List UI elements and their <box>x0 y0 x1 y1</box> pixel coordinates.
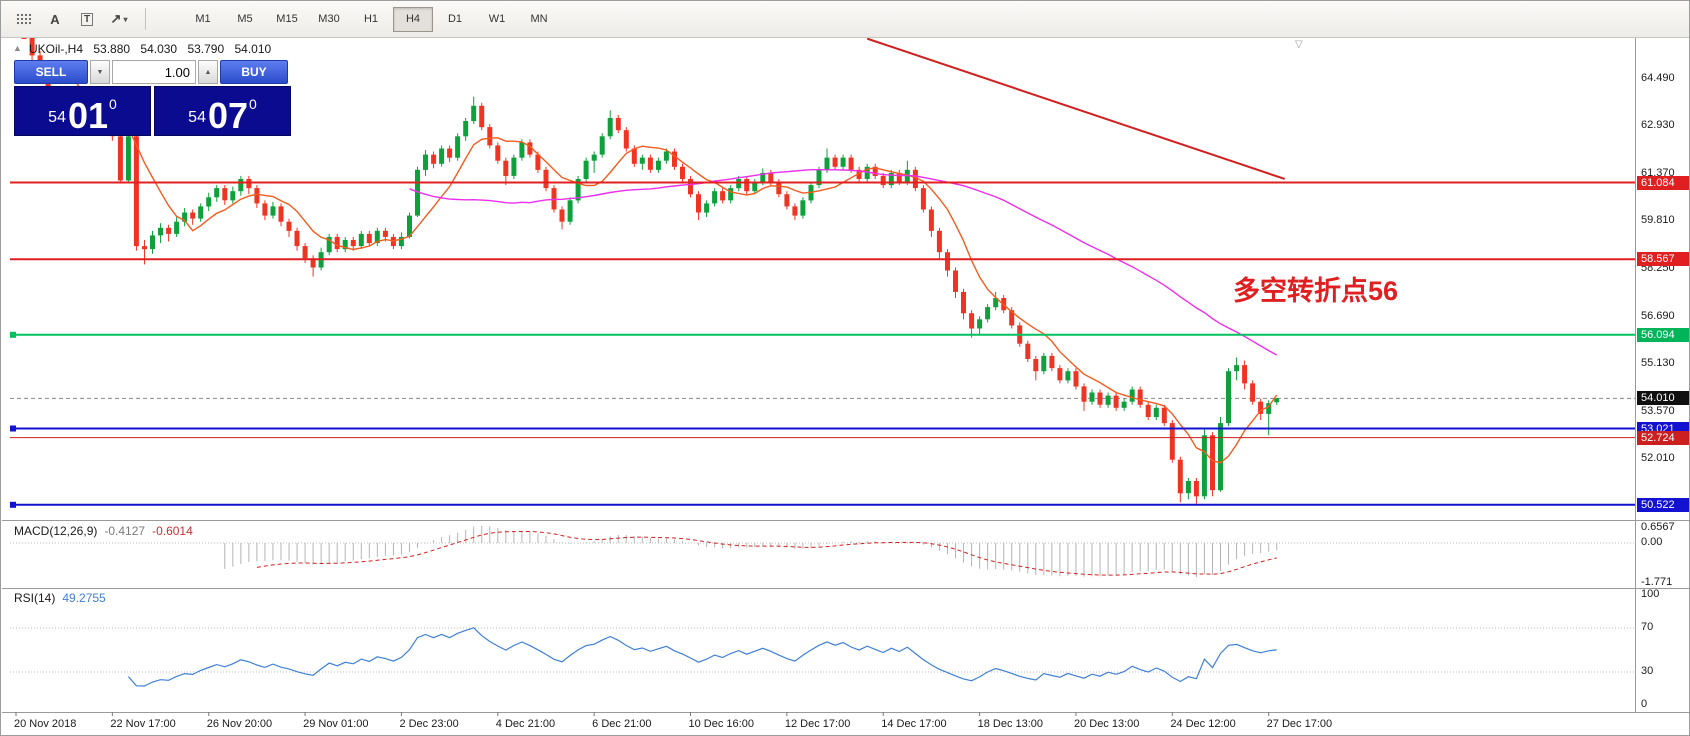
grid-icon-glyph <box>15 12 31 26</box>
ohlc-open: 53.880 <box>93 42 131 56</box>
time-axis-label: 6 Dec 21:00 <box>592 718 652 730</box>
rsi-axis-label: 70 <box>1641 621 1654 633</box>
chart-header: UKOil-,H4 53.880 54.030 53.790 54.010 <box>29 42 278 56</box>
macd-signal-value: -0.6014 <box>152 524 193 538</box>
rsi-axis-label: 100 <box>1641 588 1660 600</box>
time-axis-label: 2 Dec 23:00 <box>399 718 459 730</box>
chevron-down-icon: ▾ <box>123 14 128 24</box>
buy-button[interactable]: BUY <box>220 60 288 84</box>
order-controls-row: SELL ▼ ▲ BUY <box>14 60 292 84</box>
caret-up-icon: ▲ <box>204 68 212 76</box>
chart-shift-marker[interactable]: ▽ <box>1295 39 1303 50</box>
macd-axis-label: -1.771 <box>1641 576 1673 589</box>
macd-indicator-header: MACD(12,26,9) -0.4127 -0.6014 <box>14 524 193 538</box>
timeframe-button-H4[interactable]: H4 <box>393 6 433 32</box>
time-axis-label: 29 Nov 01:00 <box>303 718 369 730</box>
price-tag: 50.522 <box>1637 497 1689 512</box>
buy-price-whole: 54 <box>188 109 206 126</box>
buy-price-display[interactable]: 54 07 0 <box>154 86 291 136</box>
sell-button[interactable]: SELL <box>14 60 88 84</box>
ohlc-low: 53.790 <box>187 42 225 56</box>
macd-name: MACD(12,26,9) <box>14 524 98 538</box>
macd-axis-label: 0.6567 <box>1641 521 1675 534</box>
price-axis-label: 52.010 <box>1641 452 1675 465</box>
rsi-axis-label: 0 <box>1641 698 1648 710</box>
timeframe-button-group: M1 M5 M15 M30 H1 H4 D1 W1 MN <box>182 6 560 32</box>
buy-price-pips: 07 <box>207 95 249 137</box>
timeframe-button-H1[interactable]: H1 <box>363 13 379 25</box>
text-label-tool-button[interactable]: T <box>73 6 101 32</box>
chart-text-annotation[interactable]: 多空转折点56 <box>1233 276 1399 306</box>
time-axis-label: 20 Nov 2018 <box>14 718 77 730</box>
toolbar: A T ↗ ▾ M1 M5 M15 M30 H1 H4 D1 W1 MN <box>1 1 1689 38</box>
caret-down-icon: ▼ <box>96 68 104 76</box>
sell-price-display[interactable]: 54 01 0 <box>14 86 151 136</box>
time-axis-label: 27 Dec 17:00 <box>1266 718 1333 730</box>
symbol-period-label: UKOil-,H4 <box>29 42 84 56</box>
timeframe-button-MN[interactable]: MN <box>530 13 548 25</box>
quote-prices-row: 54 01 0 54 07 0 <box>14 86 292 136</box>
price-axis-label: 59.810 <box>1641 214 1675 227</box>
rsi-indicator-header: RSI(14) 49.2755 <box>14 591 106 605</box>
ohlc-close: 54.010 <box>234 42 272 56</box>
cursor-tool-button[interactable]: ↗ ▾ <box>105 6 133 32</box>
time-axis-label: 18 Dec 13:00 <box>977 718 1044 730</box>
price-tag: 58.567 <box>1637 252 1689 267</box>
volume-input[interactable] <box>112 60 196 84</box>
macd-axis-label: 0.00 <box>1641 536 1663 548</box>
time-axis-label: 4 Dec 21:00 <box>495 718 556 730</box>
buy-price-pipette: 0 <box>249 96 257 112</box>
timeframe-button-M30[interactable]: M30 <box>318 13 340 25</box>
price-tag: 56.094 <box>1637 327 1689 342</box>
ohlc-high: 54.030 <box>140 42 178 56</box>
one-click-collapse-toggle[interactable]: ▲ <box>13 43 22 53</box>
price-axis-label: 53.570 <box>1641 404 1675 417</box>
time-axis-label: 24 Dec 12:00 <box>1170 718 1236 730</box>
price-axis-label: 56.690 <box>1641 309 1675 322</box>
cursor-arrow-icon: ↗ <box>110 11 122 26</box>
time-axis-label: 12 Dec 17:00 <box>784 718 851 730</box>
time-axis-label: 20 Dec 13:00 <box>1073 718 1140 730</box>
rsi-axis-label: 30 <box>1641 665 1654 677</box>
sell-price-pipette: 0 <box>109 96 117 112</box>
text-annotation-tool-button[interactable]: A <box>50 11 60 27</box>
time-axis-label: 26 Nov 20:00 <box>206 718 273 730</box>
rsi-value: 49.2755 <box>62 591 106 605</box>
sell-price-pips: 01 <box>67 95 109 137</box>
macd-main-value: -0.4127 <box>104 524 146 538</box>
grid-icon[interactable] <box>9 6 37 32</box>
timeframe-button-D1[interactable]: D1 <box>447 13 463 25</box>
timeframe-button-M15[interactable]: M15 <box>276 13 298 25</box>
price-axis-label: 55.130 <box>1641 357 1675 370</box>
price-tag: 52.724 <box>1637 430 1689 445</box>
timeframe-button-M1[interactable]: M1 <box>195 13 211 25</box>
last-price-tag: 54.010 <box>1637 391 1689 406</box>
time-axis-label: 22 Nov 17:00 <box>110 718 176 730</box>
timeframe-button-M5[interactable]: M5 <box>237 13 253 25</box>
volume-dropdown-button[interactable]: ▼ <box>90 60 110 84</box>
time-axis-label: 14 Dec 17:00 <box>881 718 947 730</box>
text-label-icon: T <box>80 12 94 26</box>
toolbar-separator <box>145 8 146 30</box>
price-axis-label: 62.930 <box>1641 119 1675 132</box>
rsi-name: RSI(14) <box>14 591 56 605</box>
time-axis-label: 10 Dec 16:00 <box>688 718 754 730</box>
volume-increase-button[interactable]: ▲ <box>198 60 218 84</box>
timeframe-button-W1[interactable]: W1 <box>488 13 506 25</box>
price-tag: 61.084 <box>1637 175 1689 190</box>
sell-price-whole: 54 <box>48 109 66 126</box>
price-axis-label: 64.490 <box>1641 71 1675 84</box>
